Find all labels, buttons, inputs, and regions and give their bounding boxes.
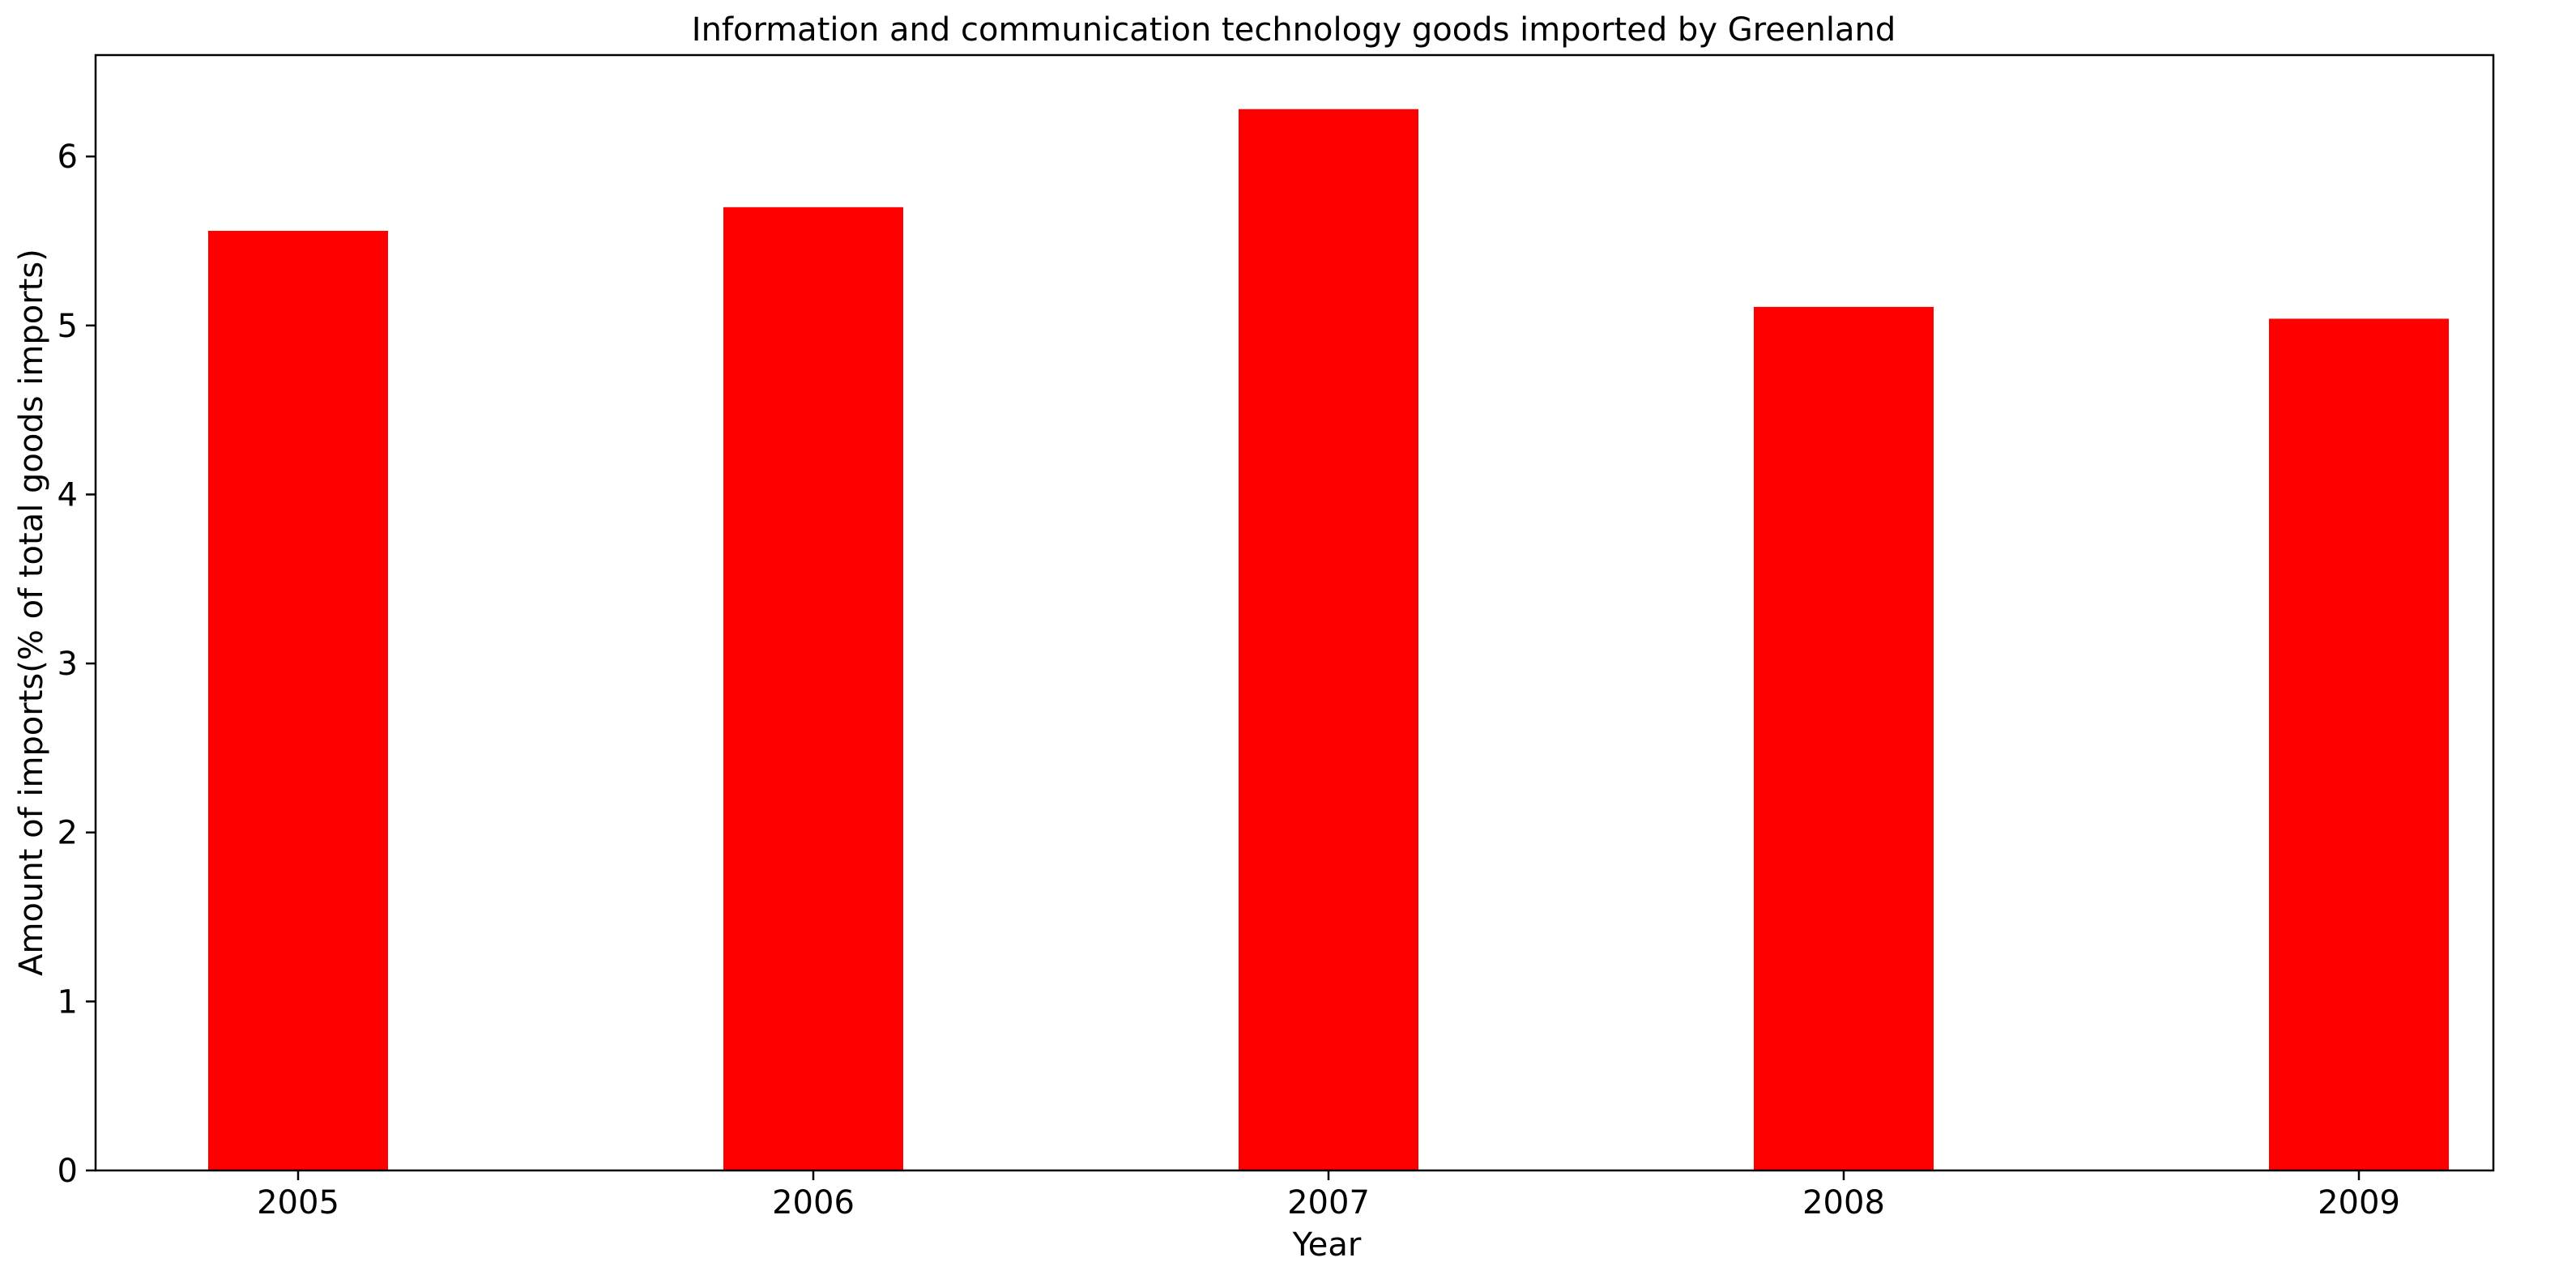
x-tick-label: 2006 bbox=[772, 1184, 855, 1221]
y-tick-label: 4 bbox=[58, 476, 78, 514]
y-tick-label: 3 bbox=[58, 646, 78, 683]
bar-2009 bbox=[2269, 318, 2449, 1171]
bars-layer bbox=[208, 109, 2449, 1171]
plot-frame bbox=[94, 53, 2495, 1172]
x-axis-label: Year bbox=[1292, 1226, 1362, 1264]
x-tick-label: 2007 bbox=[1287, 1184, 1370, 1221]
y-tick-label: 1 bbox=[58, 983, 78, 1021]
y-axis: 0 1 2 3 4 5 6 bbox=[58, 139, 96, 1190]
y-axis-label: Amount of imports(% of total goods impor… bbox=[13, 249, 50, 976]
chart-title: Information and communication technology… bbox=[692, 11, 1896, 49]
bar-2005 bbox=[208, 230, 388, 1170]
x-axis: 2005 2006 2007 2008 2009 bbox=[257, 1170, 2400, 1221]
bar-2006 bbox=[723, 207, 903, 1171]
x-tick-label: 2008 bbox=[1802, 1184, 1885, 1221]
x-tick-label: 2009 bbox=[2318, 1184, 2400, 1221]
y-tick-label: 0 bbox=[58, 1153, 78, 1190]
x-tick-label: 2005 bbox=[257, 1184, 339, 1221]
bar-2008 bbox=[1754, 306, 1934, 1171]
y-tick-label: 5 bbox=[58, 308, 78, 345]
bar-2007 bbox=[1239, 109, 1418, 1170]
y-tick-label: 2 bbox=[58, 815, 78, 852]
y-tick-label: 6 bbox=[58, 139, 78, 176]
